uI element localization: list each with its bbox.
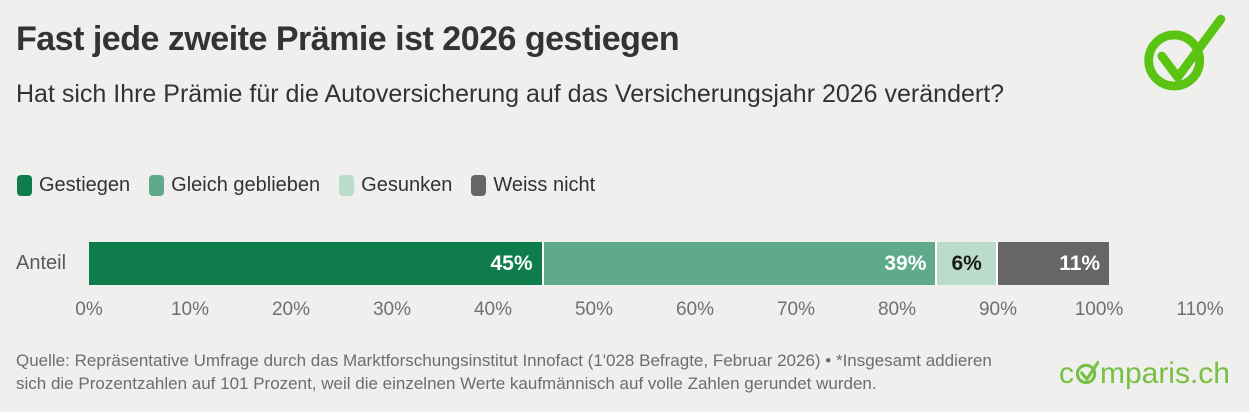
- legend-label: Gestiegen: [39, 174, 131, 196]
- brand-prefix: c: [1058, 357, 1074, 390]
- x-axis-tick-label: 30%: [372, 299, 412, 320]
- legend-item: Gestiegen: [17, 174, 130, 197]
- x-axis-tick-label: 0%: [75, 299, 103, 320]
- checkmark-o-icon: [1074, 355, 1100, 393]
- bar-segment-gleich-geblieben: 39%: [543, 242, 938, 285]
- bar-segment-gesunken: 6%: [937, 242, 998, 285]
- legend-swatch-icon: [149, 175, 165, 196]
- bar-segment-weiss-nicht: 11%: [997, 242, 1110, 285]
- bar-value-label: 39%: [884, 251, 927, 275]
- legend-label: Gesunken: [361, 174, 453, 196]
- bar-segment-gestiegen: 45%: [89, 242, 544, 285]
- legend-label: Gleich geblieben: [171, 174, 321, 196]
- x-axis-tick-label: 90%: [978, 299, 1018, 320]
- legend-item: Gesunken: [339, 174, 452, 197]
- chart-legend: Gestiegen Gleich geblieben Gesunken Weiss n…: [17, 174, 595, 197]
- legend-item: Gleich geblieben: [149, 174, 320, 197]
- brand-suffix: mparis.ch: [1099, 357, 1230, 390]
- x-axis-tick-label: 10%: [170, 299, 210, 320]
- x-axis: 0% 10% 20% 30% 40% 50% 60% 70% 80% 90% 100% 110%: [0, 299, 1249, 325]
- comparis-checkmark-logo-icon: [1139, 12, 1227, 99]
- legend-swatch-icon: [339, 175, 355, 196]
- comparis-wordmark: c mparis.ch: [1059, 355, 1230, 393]
- chart-question-subtitle: Hat sich Ihre Prämie für die Autoversich…: [16, 80, 1005, 108]
- x-axis-tick-label: 40%: [473, 299, 513, 320]
- page-title: Fast jede zweite Prämie ist 2026 gestieg…: [16, 20, 680, 58]
- bar-row-label: Anteil: [16, 252, 67, 274]
- stacked-bar: 45% 39% 6% 11%: [89, 242, 1110, 285]
- bar-value-label: 11%: [1059, 251, 1101, 275]
- bar-value-label: 45%: [490, 251, 533, 275]
- x-axis-tick-label: 60%: [675, 299, 715, 320]
- x-axis-tick-label: 70%: [776, 299, 816, 320]
- bar-value-label: 6%: [951, 251, 982, 275]
- legend-swatch-icon: [471, 175, 487, 196]
- x-axis-tick-label: 80%: [877, 299, 917, 320]
- x-axis-tick-label: 100%: [1074, 299, 1124, 320]
- legend-label: Weiss nicht: [493, 174, 596, 196]
- legend-item: Weiss nicht: [471, 174, 595, 197]
- legend-swatch-icon: [17, 175, 32, 196]
- x-axis-tick-label: 50%: [574, 299, 614, 320]
- x-axis-tick-label: 110%: [1176, 299, 1224, 320]
- source-footnote: Quelle: Repräsentative Umfrage durch das…: [16, 351, 992, 393]
- x-axis-tick-label: 20%: [271, 299, 311, 320]
